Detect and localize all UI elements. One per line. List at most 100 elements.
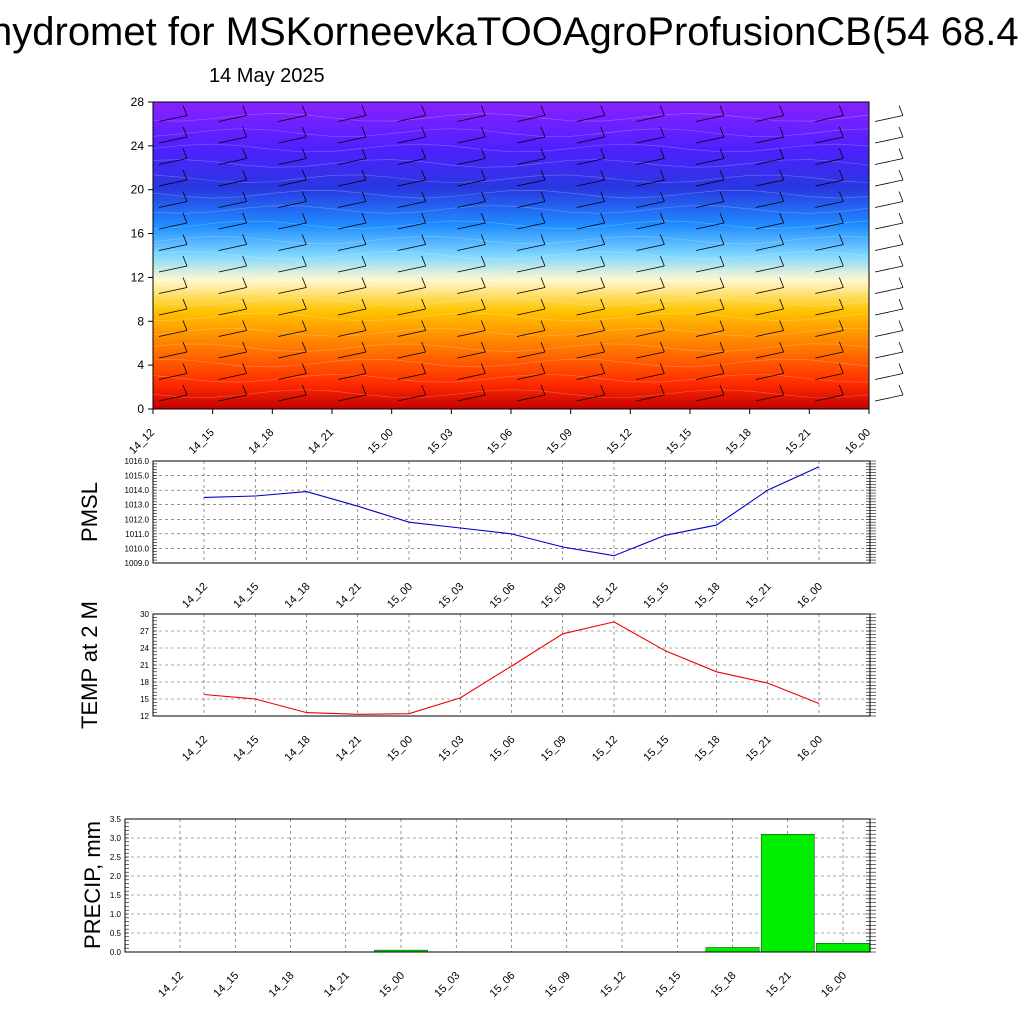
wind-barb: [755, 201, 784, 208]
wind-barb-flag: [540, 277, 546, 288]
wind-barb: [218, 394, 247, 402]
wind-barb-flag: [838, 234, 844, 245]
wind-barb-flag: [659, 384, 665, 396]
x-tick-label: 15_12: [590, 734, 620, 764]
wind-barb: [218, 158, 247, 165]
y-tick-label: 1014.0: [125, 486, 150, 495]
wind-barb-flag: [421, 212, 427, 224]
wind-barb: [397, 308, 426, 316]
wind-barb: [158, 158, 188, 165]
wind-barb-flag: [659, 126, 665, 138]
wind-barb-flag: [182, 191, 188, 202]
wind-barb-flag: [719, 212, 725, 224]
wind-barb: [874, 330, 904, 337]
wind-barb-flag: [600, 169, 606, 181]
y-tick-label: 1012.0: [125, 515, 150, 524]
wind-barb-flag: [659, 255, 665, 267]
wind-barb-flag: [242, 320, 248, 331]
wind-barb: [516, 115, 546, 122]
wind-barb-flag: [361, 298, 367, 310]
wind-barb: [457, 287, 486, 294]
wind-barb: [516, 308, 546, 316]
wind-barb-flag: [301, 169, 307, 181]
wind-barb-flag: [301, 341, 307, 353]
wind-barb: [457, 244, 486, 251]
wind-barb-flag: [600, 384, 606, 396]
wind-barb-flag: [659, 169, 665, 181]
wind-barb: [755, 394, 784, 402]
wind-barb-flag: [659, 191, 665, 202]
precip-chart: 0.0 0.5 1.0 1.5 2.0 2.5 3.0 3.5 14_12 14_15 14_18 1…: [80, 815, 876, 1000]
x-tick-label: 15_12: [604, 427, 634, 457]
wind-barb-flag: [242, 212, 248, 224]
wind-barb-flag: [421, 384, 427, 396]
wind-barb: [576, 287, 605, 294]
wind-barb: [397, 201, 426, 208]
x-tick-label: 15_00: [385, 734, 415, 764]
contour-line: [152, 143, 870, 153]
wind-barb: [457, 115, 486, 122]
contour-line: [152, 358, 870, 368]
wind-barb: [516, 136, 546, 144]
wind-barb-flag: [182, 320, 188, 331]
wind-barb-flag: [779, 277, 785, 288]
wind-barb: [218, 308, 247, 316]
x-tick-label: 15_21: [744, 581, 774, 611]
y-tick-label: 20: [131, 183, 145, 197]
y-tick-label: 1013.0: [125, 501, 150, 510]
x-tick-label: 15_18: [693, 581, 723, 611]
wind-barb-flag: [659, 148, 665, 159]
wind-barb-flag: [421, 148, 427, 159]
wind-barb: [636, 287, 665, 294]
wind-barb: [636, 265, 665, 273]
wind-barb-flag: [898, 363, 904, 374]
wind-barb: [815, 287, 844, 294]
wind-barb-flag: [421, 105, 427, 116]
wind-barb-flag: [540, 363, 546, 374]
wind-barb: [337, 308, 367, 316]
wind-barb: [397, 351, 426, 359]
wind-barb: [874, 179, 904, 187]
plot-frame: [124, 818, 871, 953]
wind-barb-flag: [242, 255, 248, 267]
wind-barb-flag: [540, 191, 546, 202]
y-tick-label: 1011.0: [125, 530, 149, 539]
wind-barb: [815, 179, 844, 187]
wind-barb: [218, 222, 247, 230]
wind-barb-flag: [719, 191, 725, 202]
wind-barb: [218, 179, 247, 187]
wind-barb-flag: [421, 191, 427, 202]
wind-barb: [576, 244, 605, 251]
wind-barb-flag: [540, 169, 546, 181]
wind-barb-flag: [301, 277, 307, 288]
wind-barb: [636, 115, 665, 122]
wind-barb: [158, 179, 188, 187]
wind-barb: [278, 373, 307, 380]
wind-barb: [815, 244, 844, 251]
wind-barb-flag: [182, 212, 188, 224]
wind-barb: [815, 158, 844, 165]
profile-heatmap: 0 4 8 12 16 20 24 28 14_12 14_15 14_18 14_21 15_00 15…: [127, 95, 904, 457]
x-tick-label: 14_12: [180, 581, 210, 611]
x-tick-label: 14_15: [211, 970, 241, 1000]
wind-barb: [337, 201, 367, 208]
wind-barb-flag: [182, 255, 188, 267]
wind-barb-flag: [361, 384, 367, 396]
wind-barb: [218, 244, 247, 251]
wind-barb-flag: [421, 255, 427, 267]
wind-barb: [636, 308, 665, 316]
wind-barb-flag: [182, 363, 188, 374]
wind-barb-flag: [838, 191, 844, 202]
wind-barb-flag: [838, 126, 844, 138]
wind-barb: [457, 158, 486, 165]
page-title: hydromet for MSKorneevkaTOOAgroProfusion…: [0, 10, 1019, 54]
wind-barb-flag: [898, 384, 904, 396]
wind-barb-flag: [301, 126, 307, 138]
wind-barb-flag: [779, 212, 785, 224]
contour-line: [152, 251, 870, 260]
wind-barb: [158, 201, 188, 208]
wind-barb-flag: [719, 169, 725, 181]
wind-barb: [695, 179, 725, 187]
wind-barb: [516, 330, 546, 337]
wind-barb: [695, 394, 725, 402]
